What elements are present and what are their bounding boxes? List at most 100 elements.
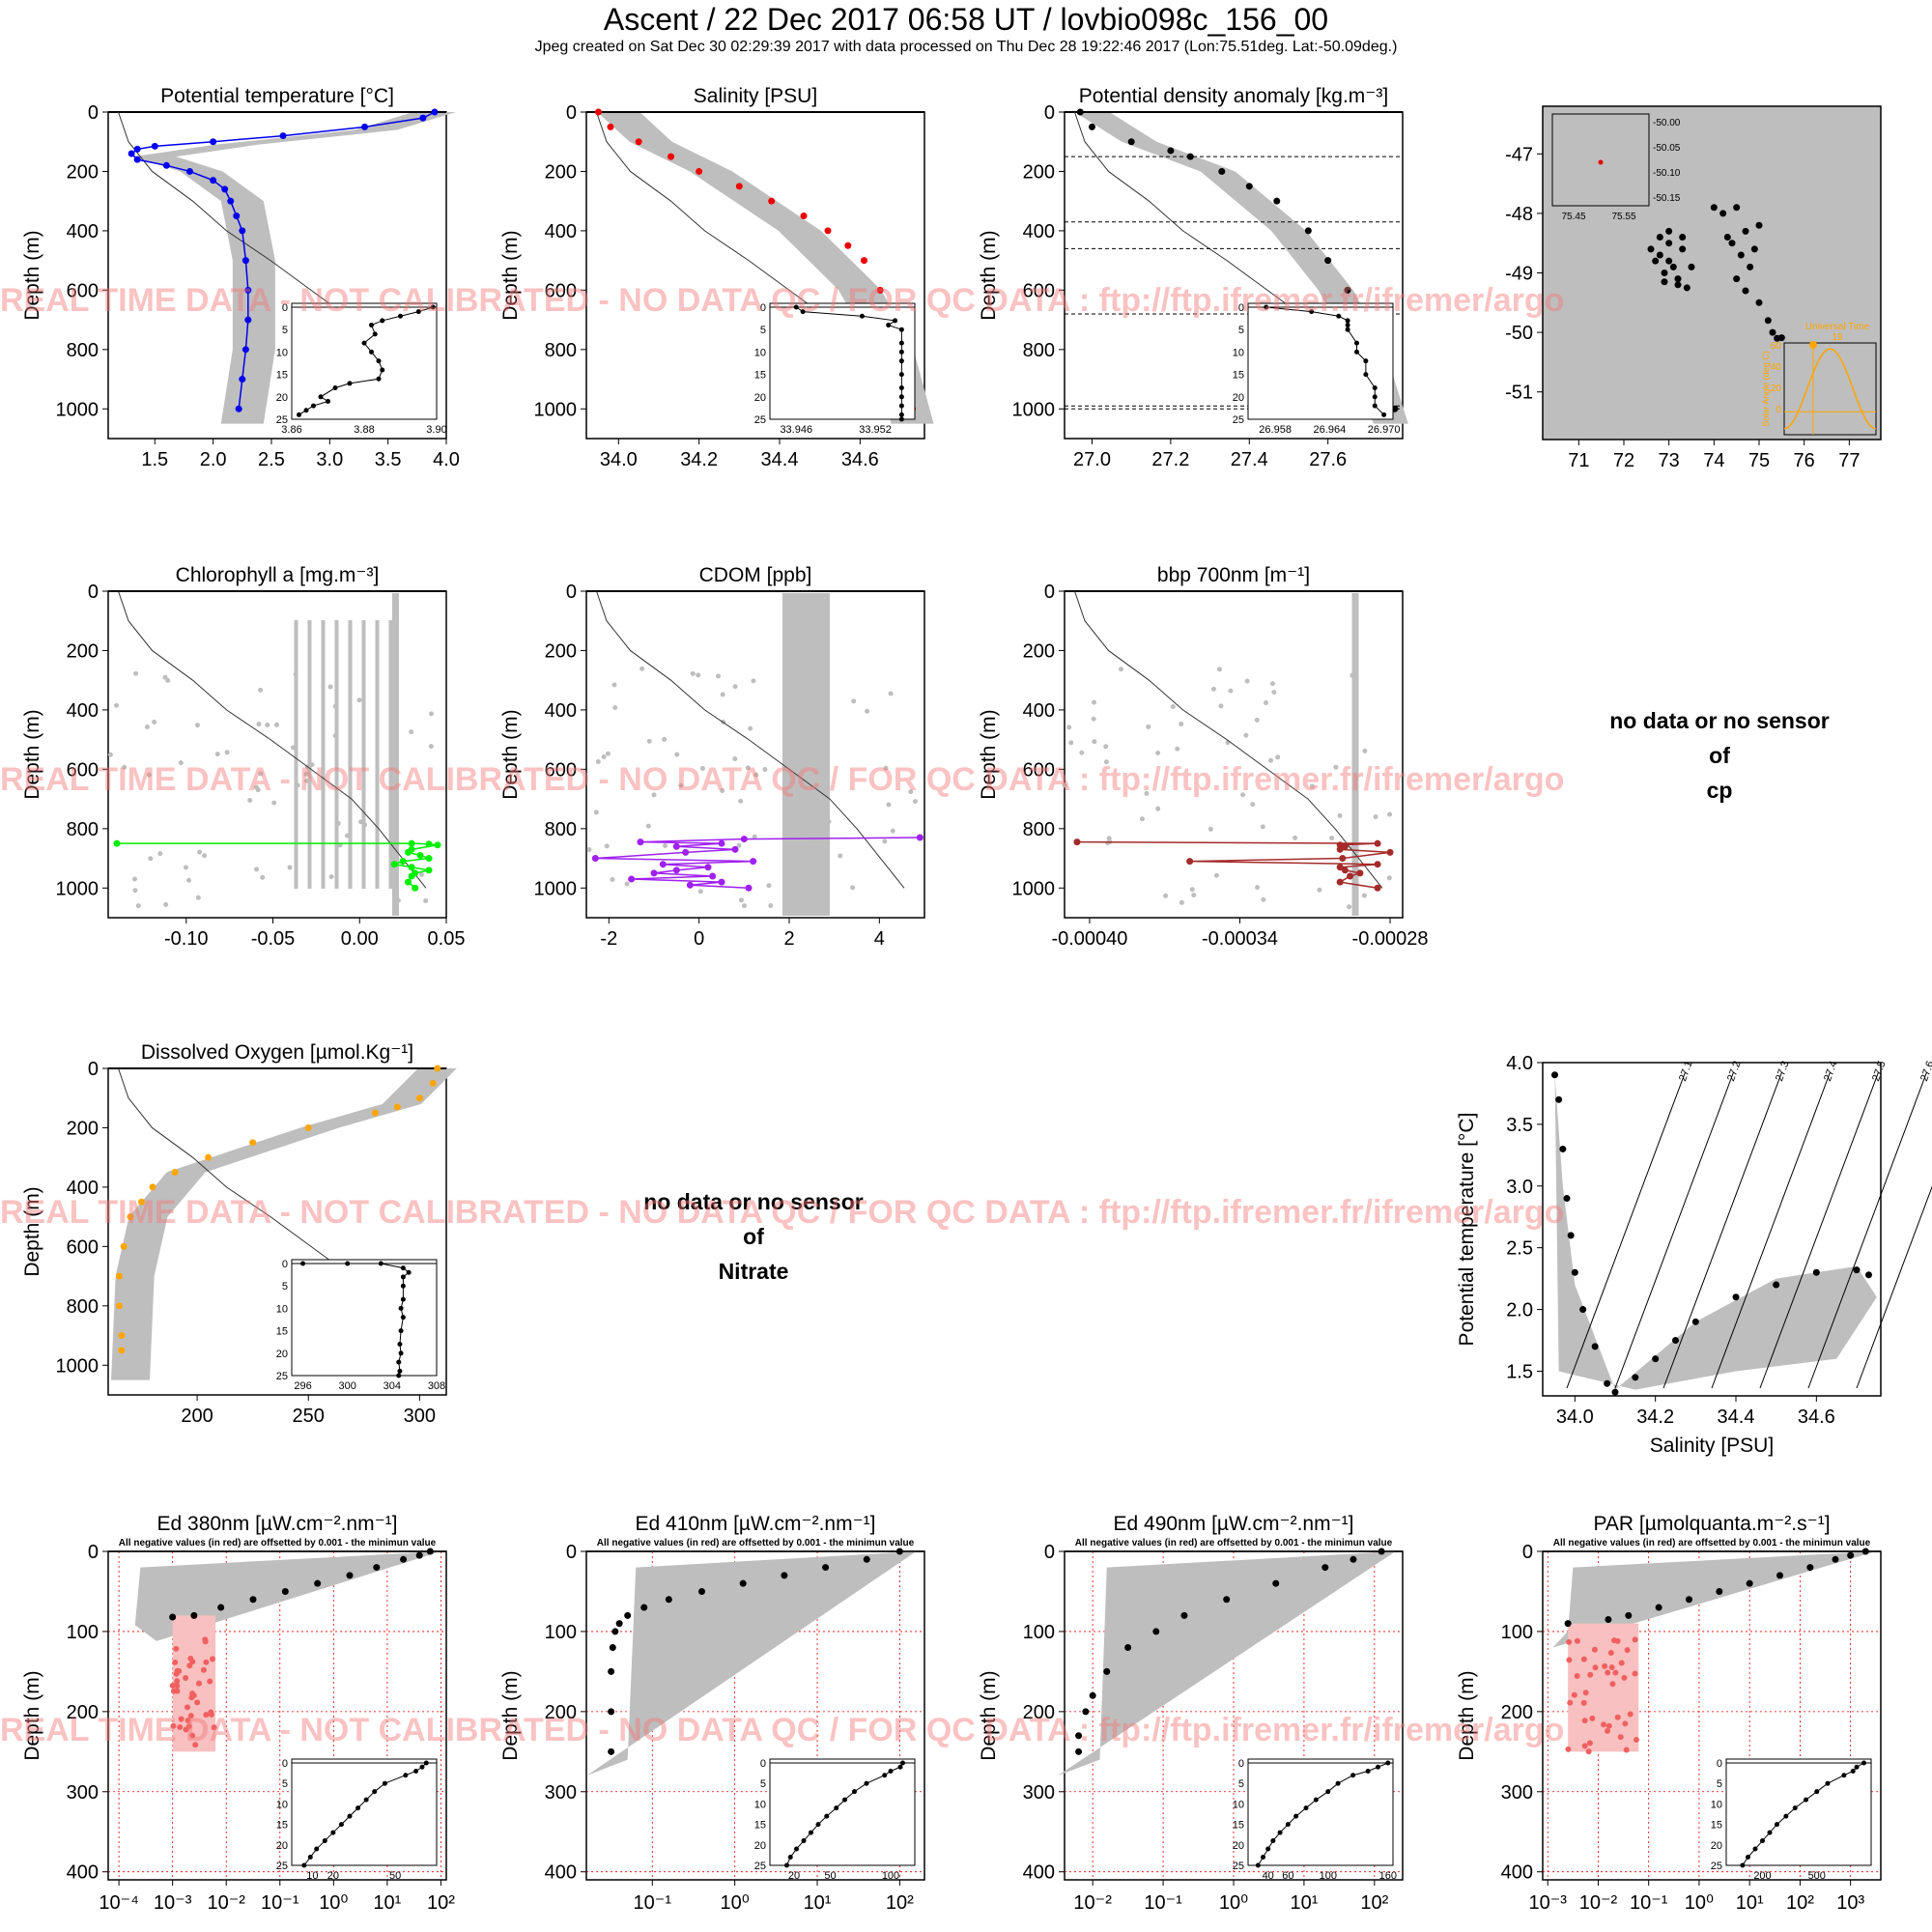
ed380-negative-point <box>186 1662 193 1669</box>
history-point <box>148 856 154 862</box>
temp-xtick-label: 4.0 <box>433 449 460 470</box>
temp-inset-line <box>298 306 434 415</box>
par-negative-point <box>1566 1638 1573 1645</box>
oxy-inset-ytick-label: 20 <box>276 1349 288 1360</box>
par-negative-point <box>1586 1740 1593 1747</box>
ed410-profile-point <box>822 1564 830 1572</box>
history-point <box>162 674 168 680</box>
dens-ytick-label: 1000 <box>1012 399 1056 420</box>
ed410-xtick-label: 10⁻¹ <box>634 1892 672 1914</box>
nodata-nitrate-line3: Nitrate <box>718 1259 789 1284</box>
temp-profile-point <box>239 227 246 235</box>
sal-inset-point <box>793 304 799 310</box>
ed490-xtick-label: 10⁻¹ <box>1144 1892 1182 1914</box>
map-track-point <box>1710 204 1718 212</box>
cdom-profile-point <box>740 836 748 843</box>
cdom-profile-point <box>750 858 757 866</box>
oxy-title: Dissolved Oxygen [µmol.Kg⁻¹] <box>141 1041 413 1064</box>
sal-title: Salinity [PSU] <box>694 85 817 107</box>
cdom-profile-point <box>672 867 680 874</box>
par-inset-point <box>1792 1805 1798 1811</box>
par-ytick-label: 0 <box>1522 1542 1533 1563</box>
chla-profile-point <box>425 840 433 848</box>
ts-point <box>1865 1271 1872 1279</box>
ed380-negative-point <box>203 1659 210 1665</box>
ed380-profile-point <box>249 1596 257 1604</box>
temp-inset-point <box>380 318 385 324</box>
history-point <box>646 738 652 744</box>
ed380-ytick-label: 400 <box>67 1862 99 1884</box>
history-point <box>1309 783 1315 789</box>
oxy-ytick-label: 400 <box>67 1178 99 1199</box>
ed410-inset-ytick-label: 10 <box>754 1799 766 1810</box>
dens-inset-xtick-label: 26.964 <box>1314 424 1347 436</box>
temp-ytick-label: 200 <box>67 161 99 183</box>
dens-inset-xtick-label: 26.970 <box>1368 424 1401 436</box>
par-negative-point <box>1585 1748 1592 1755</box>
history-point <box>107 752 113 757</box>
ed410-inset-point <box>900 1760 905 1766</box>
sal-inset-xtick-label: 33.952 <box>859 424 892 436</box>
par-inset-point <box>1861 1760 1866 1766</box>
ed410-profile-point <box>739 1579 747 1587</box>
ed410-subtitle: All negative values (in red) are offsett… <box>597 1538 915 1548</box>
oxy-inset-point <box>398 1350 404 1356</box>
history-point <box>265 723 270 728</box>
history-stripe <box>361 620 366 889</box>
par-profile-point <box>1605 1615 1612 1623</box>
history-band <box>1351 593 1359 916</box>
chart-chla: 0 200 400 600 800 1000 -0.10 -0.05 0.00 0.05 Chlor… <box>21 564 465 950</box>
chla-xtick-label: -0.10 <box>164 928 209 950</box>
history-point <box>826 819 832 825</box>
temp-inset-point <box>372 331 378 337</box>
history-point <box>732 756 738 762</box>
ed410-profile-point <box>698 1587 706 1595</box>
ed380-xtick-label: 10¹ <box>373 1892 401 1914</box>
ed410-inset-xtick-label: 100 <box>882 1870 899 1882</box>
map-track-point <box>1719 210 1727 217</box>
chla-profile-point <box>405 878 412 886</box>
history-point <box>247 797 253 803</box>
par-negative-point <box>1591 1646 1598 1653</box>
ed380-inset: 0 5 10 15 20 25 10 20 50 <box>276 1758 438 1882</box>
ed380-profile-point <box>346 1572 354 1579</box>
map-zoom-ytick-label: -50.10 <box>1653 168 1681 179</box>
history-point <box>295 782 300 788</box>
temp-profile-point <box>162 161 170 169</box>
par-negative-point <box>1623 1747 1630 1753</box>
ed490-ytick-label: 400 <box>1023 1862 1055 1884</box>
ed380-negative-point <box>202 1638 209 1645</box>
ed380-negative-point <box>188 1694 195 1701</box>
ed490-inset-point <box>1270 1838 1276 1844</box>
ts-point <box>1567 1232 1575 1239</box>
history-point <box>1254 717 1260 723</box>
ed380-ylabel: Depth (m) <box>21 1670 43 1760</box>
par-negative-point <box>1580 1699 1587 1706</box>
map-zoom-ytick-label: -50.15 <box>1653 193 1681 204</box>
sal-ytick-label: 400 <box>545 221 577 242</box>
ed380-inset-point <box>363 1797 369 1803</box>
par-negative-point <box>1571 1691 1577 1698</box>
ts-point <box>1551 1071 1558 1079</box>
history-point <box>1092 739 1097 745</box>
dens-xtick-label: 27.2 <box>1151 449 1189 470</box>
sal-profile-point <box>844 242 852 249</box>
history-point <box>807 702 812 708</box>
ts-point <box>1853 1266 1861 1274</box>
temp-inset-point <box>430 304 436 310</box>
bbp-profile-point <box>1073 838 1081 846</box>
cdom-ytick-label: 600 <box>545 759 577 781</box>
oxy-profile-point <box>127 1213 134 1221</box>
ts-point <box>1563 1195 1571 1203</box>
sal-inset-point <box>898 416 904 422</box>
par-profile-point <box>1861 1548 1869 1555</box>
dens-profile-point <box>1245 183 1253 190</box>
temp-profile-point <box>239 376 246 384</box>
oxy-inset: 0 5 10 15 20 25 296 300 304 308 <box>276 1259 445 1392</box>
history-point <box>768 903 774 909</box>
sal-inset-point <box>800 309 806 315</box>
ed490-inset-point <box>1385 1760 1391 1766</box>
map-track-point <box>1647 245 1655 253</box>
ed380-negative-point <box>183 1674 189 1681</box>
history-point <box>1337 812 1343 818</box>
